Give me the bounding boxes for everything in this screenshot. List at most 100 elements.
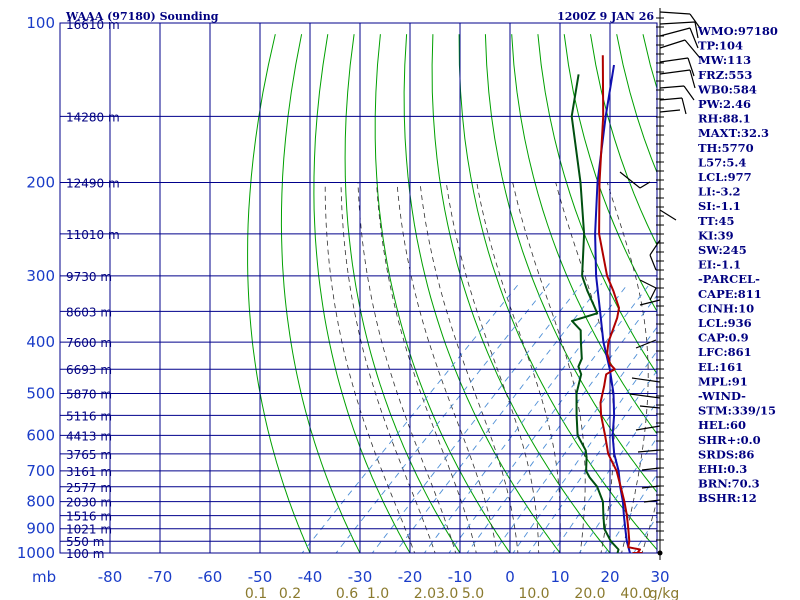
dry-adiabat-line xyxy=(458,34,657,551)
surface-wind-calm xyxy=(657,550,663,556)
mixing-ratio-tick-label: 40.0 xyxy=(620,586,651,600)
index-value: MPL:91 xyxy=(698,374,748,388)
height-tick-label: 14280 m xyxy=(66,110,120,124)
index-value: HEL:60 xyxy=(698,418,746,432)
height-tick-label: 2030 m xyxy=(66,496,112,510)
index-value: STM:339/15 xyxy=(698,404,776,418)
temperature-tick-label: -70 xyxy=(148,568,173,586)
mixing-ratio-tick-label: 5.0 xyxy=(462,586,484,600)
wind-barb xyxy=(659,69,696,89)
index-value: TP:104 xyxy=(698,39,743,53)
wind-barb xyxy=(635,339,657,349)
temperature-tick-label: -60 xyxy=(198,568,223,586)
index-value: SW:245 xyxy=(698,243,747,257)
index-value: -PARCEL- xyxy=(698,272,760,286)
mixing-ratio-tick-label: 0.1 xyxy=(245,586,267,600)
temperature-line xyxy=(598,55,641,553)
pressure-tick-label: 900 xyxy=(26,520,55,538)
x-axis-unit-label: mb xyxy=(32,568,56,586)
wind-barb xyxy=(629,393,661,399)
mixing-ratio-lines xyxy=(301,283,657,553)
pressure-tick-label: 100 xyxy=(26,14,55,32)
mixing-ratio-tick-label: 10.0 xyxy=(518,586,549,600)
index-value: FRZ:553 xyxy=(698,68,752,82)
dry-adiabat-line xyxy=(403,34,561,553)
temperature-tick-label: 30 xyxy=(650,568,669,586)
height-tick-label: 6693 m xyxy=(66,363,112,377)
mixing-ratio-line xyxy=(335,283,550,553)
height-tick-label: 1021 m xyxy=(66,523,112,537)
wind-barb xyxy=(659,57,695,77)
height-tick-label: 5870 m xyxy=(66,387,112,401)
mixing-ratio-line xyxy=(448,283,651,553)
moist-adiabat-line xyxy=(324,182,416,553)
mixing-ratio-line xyxy=(371,283,583,553)
index-value: SHR+:0.0 xyxy=(698,433,761,447)
mixing-ratio-labels: 0.1 0.2 0.6 1.0 2.03.0 5.0 10.0 20.0 40.0g/kg xyxy=(245,586,679,600)
moist-adiabat-line xyxy=(445,182,540,553)
index-value: EHI:0.3 xyxy=(698,462,747,476)
mixing-ratio-tick-label: 2.03.0 xyxy=(414,586,459,600)
temperature-tick-label: -10 xyxy=(448,568,473,586)
index-value: BSHR:12 xyxy=(698,491,757,505)
wind-barb xyxy=(639,279,657,301)
moist-adiabat-line xyxy=(396,182,498,553)
mixing-ratio-line xyxy=(604,473,657,553)
temperature-tick-label: 10 xyxy=(550,568,569,586)
pressure-tick-label: 500 xyxy=(26,384,55,402)
mixing-ratio-tick-label: 0.2 xyxy=(279,586,301,600)
wind-barb xyxy=(659,209,677,221)
index-value: WMO:97180 xyxy=(697,24,778,38)
index-value: PW:2.46 xyxy=(698,97,751,111)
pressure-tick-label: 600 xyxy=(26,426,55,444)
index-value: MW:113 xyxy=(698,53,751,67)
wind-barb xyxy=(639,405,661,409)
pressure-tick-label: 700 xyxy=(26,462,55,480)
grid xyxy=(59,22,658,554)
wind-barb xyxy=(659,85,695,101)
wind-barb xyxy=(619,171,651,189)
wind-barb xyxy=(659,21,699,39)
mixing-ratio-tick-label: 20.0 xyxy=(574,586,605,600)
height-tick-label: 550 m xyxy=(66,535,104,549)
mixing-ratio-line xyxy=(394,283,603,553)
moist-adiabat-line xyxy=(357,182,457,553)
height-tick-label: 7600 m xyxy=(66,336,112,350)
mixing-ratio-line xyxy=(512,350,657,553)
mixing-ratio-line xyxy=(466,294,657,553)
temperature-tick-label: -50 xyxy=(248,568,273,586)
height-tick-label: 1516 m xyxy=(66,510,112,524)
wind-barb xyxy=(659,11,701,29)
index-value: EL:161 xyxy=(698,360,743,374)
height-tick-label: 12490 m xyxy=(66,177,120,191)
parcel-line xyxy=(594,64,631,553)
index-value: SI:-1.1 xyxy=(698,199,741,213)
height-tick-label: 3765 m xyxy=(66,448,112,462)
pressure-tick-label: 800 xyxy=(26,493,55,511)
temperature-tick-label: -80 xyxy=(98,568,123,586)
pressure-axis-labels: 100 200 300 400 500 600 700 800 900 1000 xyxy=(17,14,55,562)
dry-adiabat-line xyxy=(431,34,611,553)
mixing-ratio-line xyxy=(301,283,520,553)
index-value: CAPE:811 xyxy=(698,287,762,301)
dry-adiabat-line xyxy=(484,34,657,493)
dry-adiabat-line xyxy=(313,34,411,553)
temperature-axis-labels: mb -80 -70 -60 -50 -40 -30 -20 -10 0 10 20 30 xyxy=(32,568,670,586)
dry-adiabat-line xyxy=(563,34,657,313)
temperature-tick-label: -20 xyxy=(398,568,423,586)
mixing-ratio-line xyxy=(493,326,657,553)
moist-adiabat-line xyxy=(340,182,436,553)
sounding-indices: WMO:97180TP:104MW:113FRZ:553WB0:584PW:2.… xyxy=(697,24,778,505)
dry-adiabat-line xyxy=(537,34,657,375)
height-tick-label: 3161 m xyxy=(66,465,112,479)
index-value: LFC:861 xyxy=(698,345,752,359)
index-value: LCL:977 xyxy=(698,170,752,184)
mixing-ratio-line xyxy=(578,437,657,553)
sounding-traces xyxy=(570,55,643,553)
index-value: EI:-1.1 xyxy=(698,258,741,272)
height-tick-label: 5116 m xyxy=(66,409,112,423)
mixing-ratio-tick-label: g/kg xyxy=(649,586,680,600)
height-tick-label: 8603 m xyxy=(66,305,112,319)
index-value: WB0:584 xyxy=(697,82,757,96)
